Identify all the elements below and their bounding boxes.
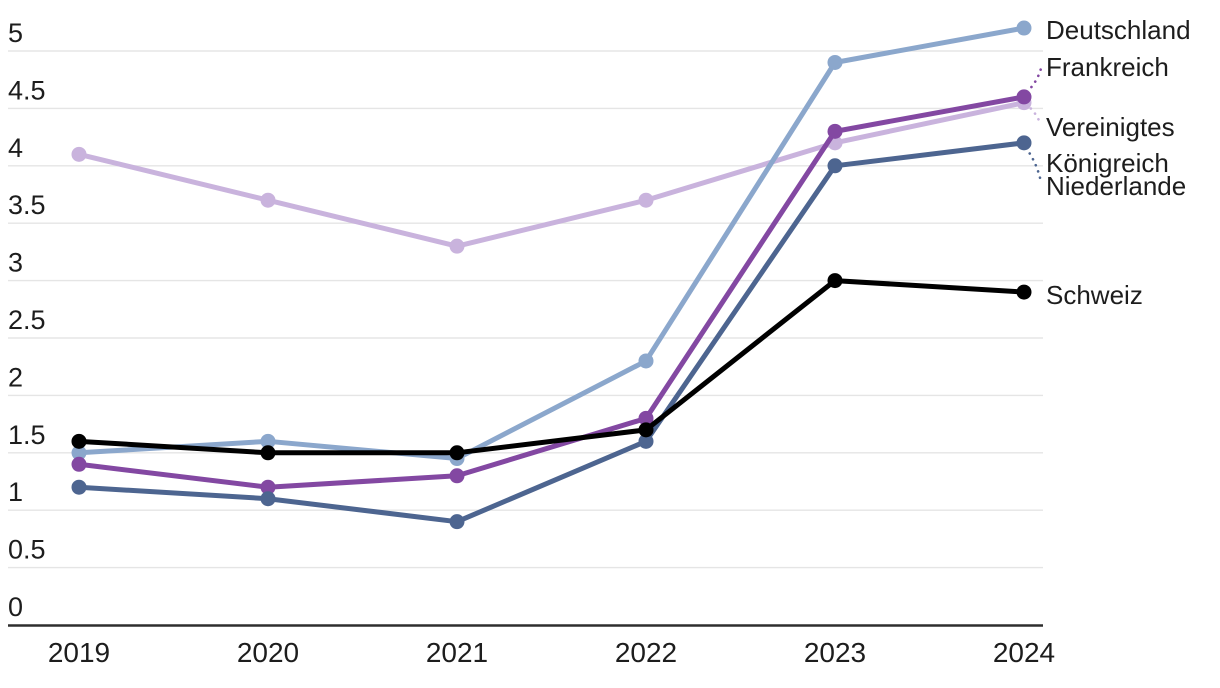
data-point xyxy=(71,146,87,162)
data-point xyxy=(449,468,465,484)
series-line-vereinigtes-k-nigreich xyxy=(76,100,1027,249)
data-point xyxy=(260,433,276,449)
data-point xyxy=(638,433,654,449)
x-tick-label: 2023 xyxy=(804,637,866,668)
y-tick-label: 1 xyxy=(8,477,23,507)
data-point xyxy=(260,192,276,208)
data-point xyxy=(638,422,654,438)
data-point xyxy=(638,192,654,208)
data-point xyxy=(449,445,465,461)
data-point xyxy=(449,238,465,254)
y-tick-label: 4 xyxy=(8,133,23,163)
label-leader-line xyxy=(1024,102,1043,127)
data-point xyxy=(71,445,87,461)
series-label: Vereinigtes xyxy=(1046,112,1175,142)
data-point xyxy=(71,479,87,495)
data-point xyxy=(1016,20,1032,36)
data-point xyxy=(71,456,87,472)
y-tick-label: 2.5 xyxy=(8,305,46,335)
y-tick-label: 5 xyxy=(8,18,23,48)
y-tick-label: 0.5 xyxy=(8,535,46,565)
series-label: Schweiz xyxy=(1046,280,1143,310)
label-leader-line xyxy=(1025,62,1044,94)
series-line-frankreich xyxy=(76,94,1027,490)
data-point xyxy=(638,353,654,369)
x-tick-label: 2021 xyxy=(426,637,488,668)
data-point xyxy=(71,433,87,449)
y-tick-label: 4.5 xyxy=(8,75,46,105)
series-line-deutschland xyxy=(76,25,1027,462)
data-point xyxy=(260,445,276,461)
data-point xyxy=(827,273,843,289)
series-line-niederlande xyxy=(76,140,1027,525)
y-tick-label: 2 xyxy=(8,362,23,392)
series-label: Königreich xyxy=(1046,148,1169,178)
data-point xyxy=(827,123,843,139)
y-tick-label: 3 xyxy=(8,248,23,278)
x-tick-label: 2020 xyxy=(237,637,299,668)
data-point xyxy=(449,514,465,530)
data-point xyxy=(1016,135,1032,151)
series-label: Deutschland xyxy=(1046,15,1191,45)
series-label: Frankreich xyxy=(1046,52,1169,82)
y-tick-label: 3.5 xyxy=(8,190,46,220)
y-tick-label: 0 xyxy=(8,592,23,622)
data-point xyxy=(260,479,276,495)
label-leader-line xyxy=(1024,146,1043,184)
data-point xyxy=(260,491,276,507)
data-point xyxy=(827,54,843,70)
x-tick-label: 2022 xyxy=(615,637,677,668)
data-point xyxy=(638,410,654,426)
data-point xyxy=(827,158,843,174)
x-tick-label: 2024 xyxy=(993,637,1055,668)
series-label: Niederlande xyxy=(1046,171,1186,201)
data-point xyxy=(1016,284,1032,300)
y-tick-label: 1.5 xyxy=(8,420,46,450)
series-line-schweiz xyxy=(76,278,1027,456)
data-point xyxy=(1016,89,1032,105)
x-tick-label: 2019 xyxy=(48,637,110,668)
